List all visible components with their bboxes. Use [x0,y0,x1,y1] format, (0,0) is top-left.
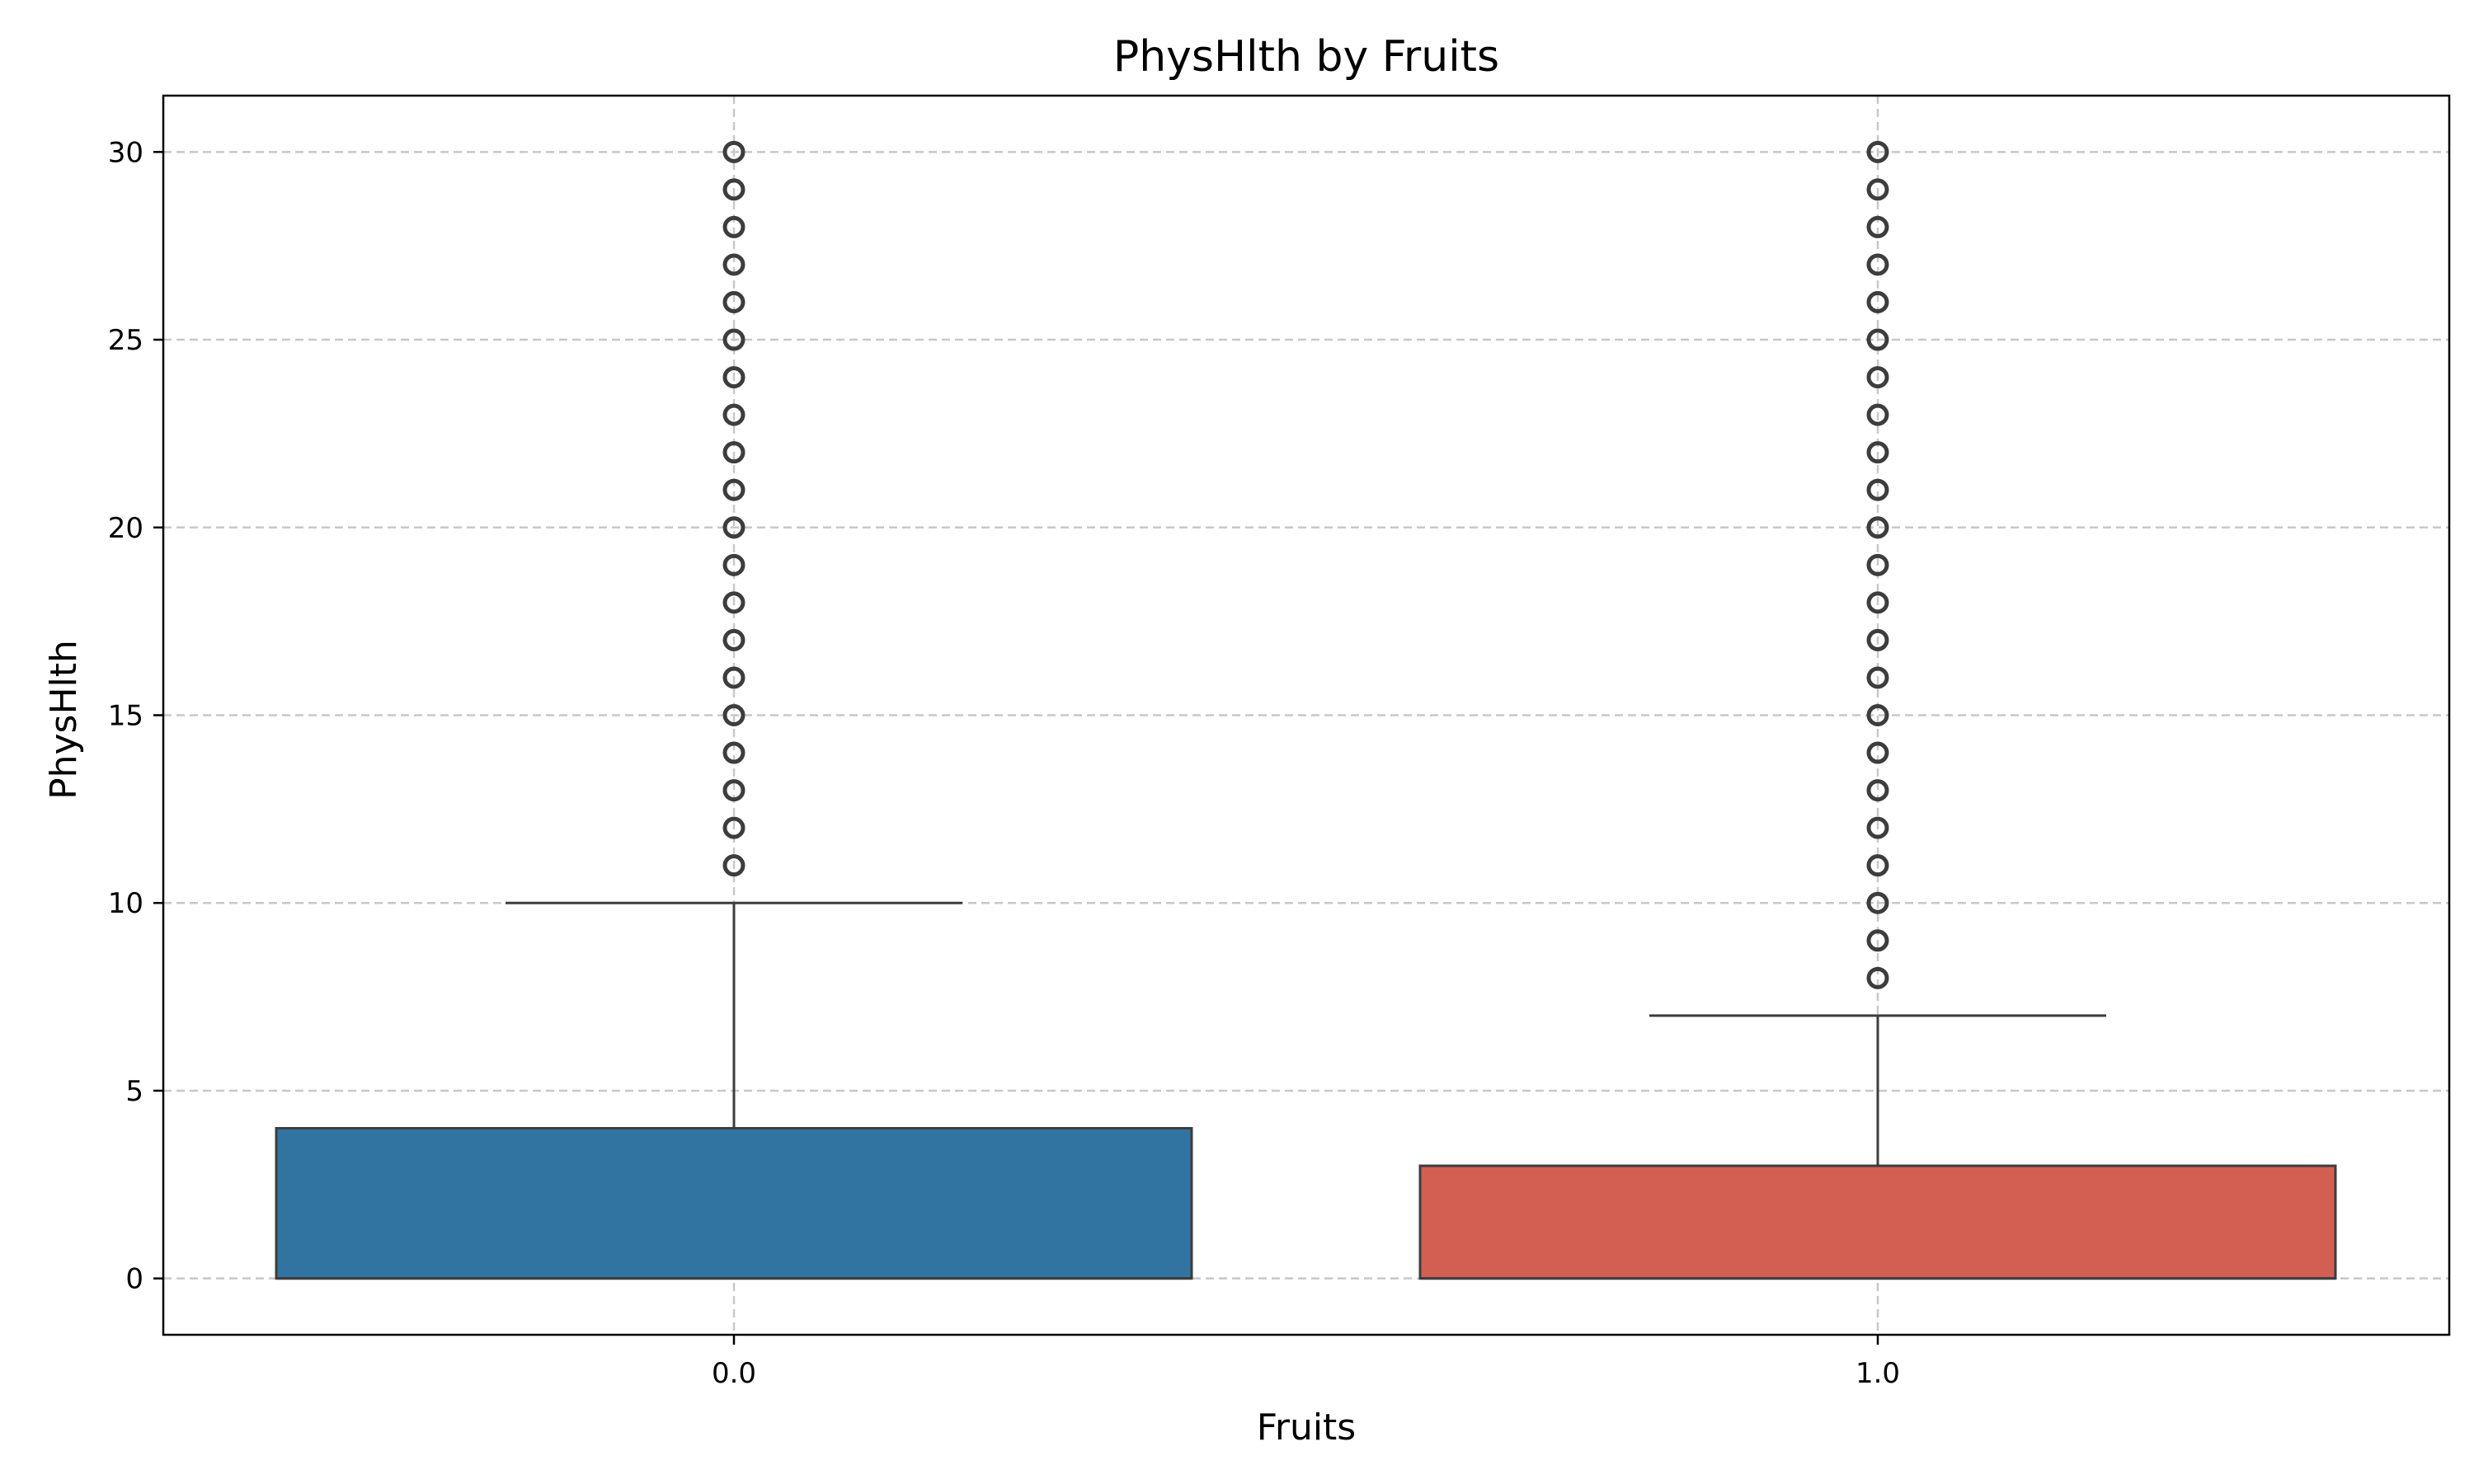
outlier-point [722,516,745,539]
x-tick-label: 1.0 [1856,1357,1900,1390]
outlier-point [722,178,745,201]
chart-title: PhysHlth by Fruits [1113,32,1499,82]
outlier-point [722,666,745,689]
plot-area-frame [162,94,2451,1336]
outlier-point [1866,478,1889,501]
outlier-point [1866,666,1889,689]
outlier-point [722,441,745,464]
outlier-point [1866,366,1889,389]
x-tick-label: 0.0 [712,1357,756,1390]
y-tick-label: 10 [108,887,143,920]
outlier-point [1866,628,1889,651]
outlier-point [722,816,745,839]
outlier-point [1866,779,1889,802]
outlier-point [722,478,745,501]
outlier-point [1866,741,1889,764]
y-tick-label: 30 [108,136,143,169]
outlier-point [1866,328,1889,351]
y-tick-label: 20 [108,512,143,545]
outlier-point [722,328,745,351]
outlier-point [722,704,745,726]
outlier-point [1866,854,1889,877]
outlier-point [1866,178,1889,201]
outlier-point [1866,553,1889,576]
x-axis-label: Fruits [1257,1407,1356,1449]
y-tick-label: 25 [108,324,143,357]
outlier-point [1866,215,1889,238]
outlier-point [1866,891,1889,914]
outlier-point [722,366,745,389]
outlier-point [722,291,745,313]
outlier-point [1866,704,1889,726]
y-tick-label: 15 [108,700,143,733]
outlier-point [722,140,745,163]
outlier-point [722,779,745,802]
outlier-point [722,215,745,238]
outlier-point [1866,516,1889,539]
box-iqr [275,1127,1193,1280]
tick-layer: 0 5 10 15 20 25 30 0.0 1.0 [108,136,1900,1390]
y-tick-label: 0 [125,1263,143,1296]
outlier-point [1866,140,1889,163]
outlier-point [722,591,745,614]
outlier-point [722,741,745,764]
outlier-point [1866,929,1889,952]
outlier-point [1866,591,1889,614]
y-axis-label: PhysHlth [43,640,85,800]
outlier-point [722,553,745,576]
outlier-point [722,253,745,276]
outlier-point [1866,966,1889,989]
outlier-point [722,854,745,877]
box-layer [275,140,2337,1280]
outlier-point [1866,253,1889,276]
outlier-point [1866,816,1889,839]
outlier-point [1866,291,1889,313]
outlier-point [1866,403,1889,426]
outlier-point [722,403,745,426]
outlier-point [1866,441,1889,464]
y-tick-label: 5 [125,1075,143,1108]
outlier-point [722,628,745,651]
box-iqr [1418,1164,2337,1280]
